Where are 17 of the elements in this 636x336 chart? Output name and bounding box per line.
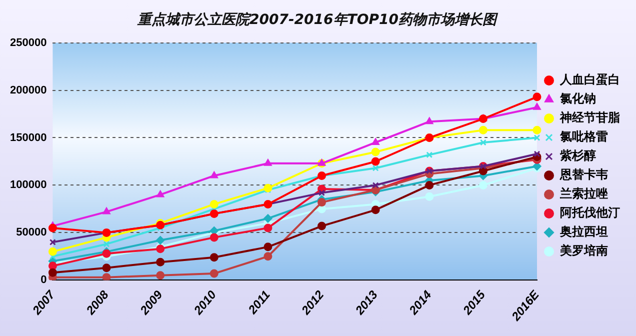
legend-label: 奥拉西坦: [559, 224, 608, 239]
y-tick-label: 50000: [16, 226, 47, 239]
legend-label: 氯化钠: [559, 92, 596, 106]
legend-label: 紫杉醇: [559, 148, 596, 163]
legend-label: 神经节苷脂: [559, 110, 620, 125]
legend-label: 氯吡格雷: [559, 130, 608, 144]
y-tick-label: 0: [40, 274, 47, 286]
legend-label: 兰索拉唑: [559, 186, 608, 201]
legend-label: 阿托伐他汀: [560, 206, 620, 220]
legend-label: 美罗培南: [559, 244, 608, 258]
legend-label: 恩替卡韦: [559, 168, 608, 182]
y-tick-label: 200000: [10, 84, 47, 96]
legend-label: 人血白蛋白: [559, 72, 620, 87]
chart-title: 重点城市公立医院2007-2016年TOP10药物市场增长图: [136, 11, 498, 28]
y-tick-label: 150000: [10, 132, 47, 144]
y-tick-label: 250000: [10, 36, 47, 49]
y-tick-label: 100000: [10, 179, 47, 192]
